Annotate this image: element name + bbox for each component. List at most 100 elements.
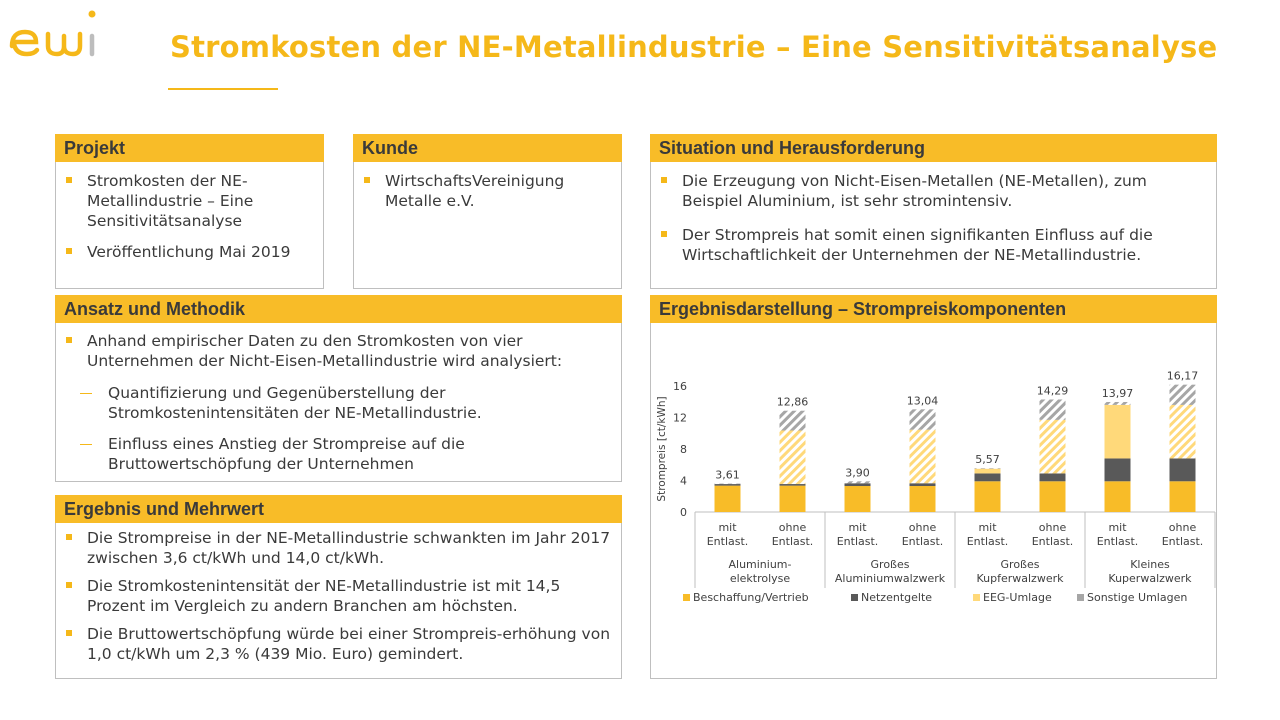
projekt-list: Stromkosten der NE-Metallindustrie – Ein… [66,171,313,262]
ansatz-box: Ansatz und Methodik Anhand empirischer D… [55,295,622,482]
bar-segment-sonstige [779,410,806,431]
legend-swatch [683,594,690,601]
bar-total-label: 3,61 [715,469,740,482]
situation-list: Die Erzeugung von Nicht-Eisen-Metallen (… [661,171,1206,265]
x-tick-label: mit [978,521,997,534]
group-label: Großes [871,558,910,571]
sub-list-item: Quantifizierung und Gegenüberstellung de… [66,383,611,423]
list-item: Die Bruttowertschöpfung würde bei einer … [66,624,611,664]
bar-segment-sonstige [1169,384,1196,405]
y-tick-label: 4 [680,475,687,488]
group-label: Aluminium- [728,558,791,571]
x-tick-label: Entlast. [1032,535,1074,548]
bar-segment-netzentgelte [779,484,806,486]
page-title: Stromkosten der NE-Metallindustrie – Ein… [170,30,1218,64]
bar-segment-netzentgelte [714,484,741,486]
ansatz-text: Anhand empirischer Daten zu den Stromkos… [87,332,563,370]
bar-segment-sonstige [1104,401,1131,405]
ergebnis-box: Ergebnis und Mehrwert Die Strompreise in… [55,495,622,679]
list-item: Die Erzeugung von Nicht-Eisen-Metallen (… [661,171,1206,211]
ergebnis-header: Ergebnis und Mehrwert [55,495,622,523]
bar-segment-eeg [1169,404,1196,459]
y-tick-label: 8 [680,443,687,456]
bar-total-label: 13,04 [907,394,939,407]
x-tick-label: Entlast. [837,535,879,548]
x-tick-label: Entlast. [967,535,1009,548]
bar-segment-sonstige [844,481,871,484]
title-underline [168,88,278,90]
bar-segment-beschaffung [1169,481,1196,512]
kunde-header: Kunde [353,134,622,162]
x-tick-label: ohne [1169,521,1197,534]
legend-swatch [973,594,980,601]
bar-segment-beschaffung [1039,481,1066,512]
bar-total-label: 5,57 [975,453,1000,466]
list-item: Stromkosten der NE-Metallindustrie – Ein… [66,171,313,231]
bar-segment-netzentgelte [844,483,871,487]
bar-segment-netzentgelte [974,473,1001,482]
list-item: WirtschaftsVereinigung Metalle e.V. [364,171,611,211]
list-item: Die Stromkostenintensität der NE-Metalli… [66,576,611,616]
x-tick-label: mit [718,521,737,534]
bar-total-label: 16,17 [1167,370,1199,383]
projekt-box: Projekt Stromkosten der NE-Metallindustr… [55,134,324,289]
legend-swatch [851,594,858,601]
situation-header: Situation und Herausforderung [650,134,1217,162]
group-label: Großes [1001,558,1040,571]
ewi-logo [8,8,138,60]
ewi-logo-graphic [9,10,96,57]
bar-total-label: 3,90 [845,466,870,479]
list-item: Die Strompreise in der NE-Metallindustri… [66,528,611,568]
x-tick-label: Entlast. [902,535,944,548]
bar-total-label: 12,86 [777,396,809,409]
y-tick-label: 16 [673,380,687,393]
chart-header: Ergebnisdarstellung – Strompreiskomponen… [650,295,1217,323]
x-tick-label: mit [1108,521,1127,534]
bar-segment-eeg [909,429,936,484]
bar-segment-netzentgelte [1104,458,1131,482]
bar-segment-netzentgelte [1169,458,1196,482]
bar-segment-beschaffung [779,485,806,512]
bar-segment-eeg [974,468,1001,474]
x-tick-label: ohne [1039,521,1067,534]
bar-segment-beschaffung [714,485,741,512]
x-tick-label: Entlast. [772,535,814,548]
list-item: Veröffentlichung Mai 2019 [66,242,313,262]
group-label: Kupferwalzwerk [976,572,1064,585]
chart-box: Ergebnisdarstellung – Strompreiskomponen… [650,295,1217,679]
bar-segment-beschaffung [909,486,936,512]
group-label: elektrolyse [730,572,791,585]
projekt-header: Projekt [55,134,324,162]
bar-segment-beschaffung [1104,481,1131,512]
ansatz-header: Ansatz und Methodik [55,295,622,323]
bar-total-label: 13,97 [1102,387,1134,400]
list-item: Der Strompreis hat somit einen signifika… [661,225,1206,265]
bar-total-label: 14,29 [1037,384,1069,397]
bar-segment-eeg [1039,419,1066,474]
y-tick-label: 0 [680,506,687,519]
bar-segment-beschaffung [844,486,871,512]
legend-label: Beschaffung/Vertrieb [693,591,809,604]
ergebnis-list: Die Strompreise in der NE-Metallindustri… [66,528,611,664]
legend-label: Netzentgelte [861,591,932,604]
kunde-box: Kunde WirtschaftsVereinigung Metalle e.V… [353,134,622,289]
bar-segment-netzentgelte [909,483,936,487]
bar-segment-sonstige [909,409,936,430]
kunde-list: WirtschaftsVereinigung Metalle e.V. [364,171,611,211]
x-tick-label: Entlast. [1097,535,1139,548]
sub-list-item: Einfluss eines Anstieg der Strompreise a… [66,434,611,474]
legend-label: Sonstige Umlagen [1087,591,1187,604]
bar-segment-eeg [1104,404,1131,459]
x-tick-label: Entlast. [1162,535,1204,548]
situation-box: Situation und Herausforderung Die Erzeug… [650,134,1217,289]
legend-swatch [1077,594,1084,601]
list-item: Anhand empirischer Daten zu den Stromkos… [66,331,611,371]
bar-segment-beschaffung [974,481,1001,512]
bar-segment-sonstige [714,483,741,485]
bar-segment-netzentgelte [1039,473,1066,482]
group-label: Kleines [1130,558,1170,571]
ansatz-sublist: Quantifizierung und Gegenüberstellung de… [66,383,611,474]
bar-segment-eeg [779,430,806,485]
x-tick-label: ohne [909,521,937,534]
